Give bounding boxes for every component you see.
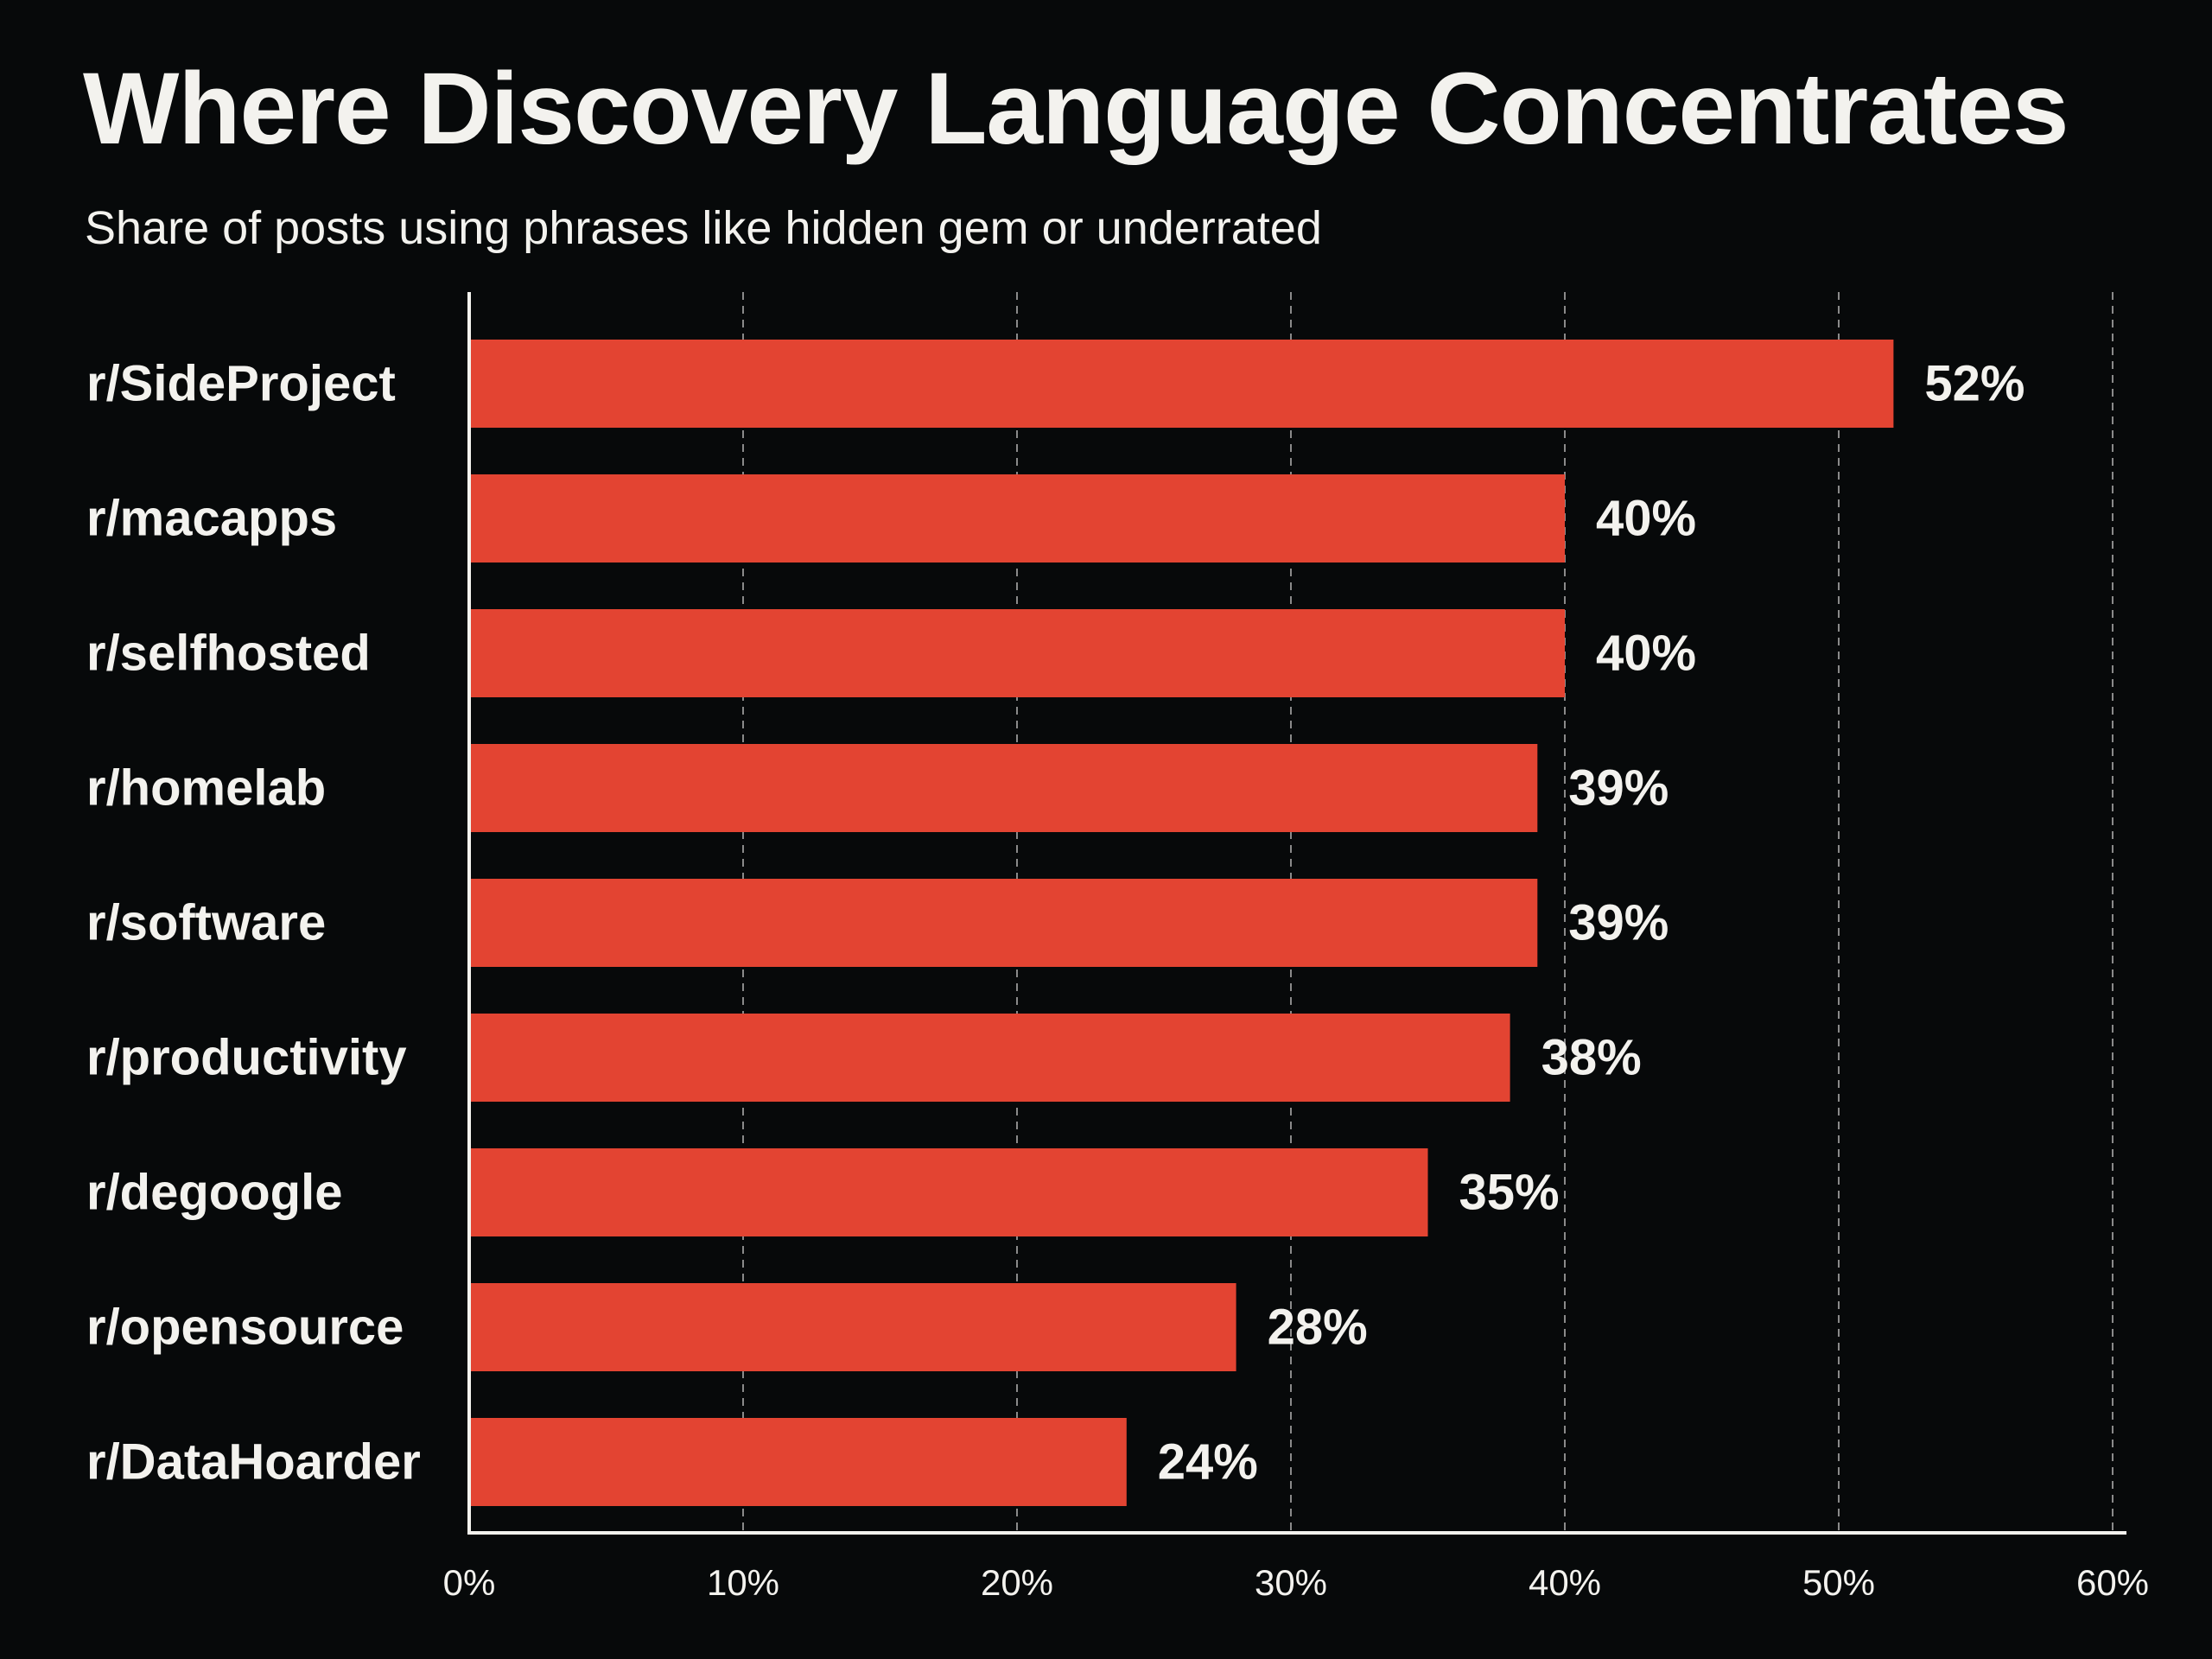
bar-r-degoogle — [469, 1148, 1428, 1236]
category-label: r/SideProject — [86, 356, 396, 412]
value-label: 38% — [1541, 1030, 1642, 1086]
x-tick-label: 60% — [2076, 1562, 2149, 1603]
bars — [469, 340, 1894, 1506]
category-label: r/software — [86, 895, 326, 951]
bar-r-sideproject — [469, 340, 1894, 428]
bar-r-homelab — [469, 744, 1538, 832]
category-label: r/selfhosted — [86, 626, 371, 682]
chart-subtitle: Share of posts using phrases like hidden… — [85, 202, 1322, 254]
bar-r-productivity — [469, 1014, 1510, 1102]
value-label: 40% — [1596, 491, 1696, 547]
category-label: r/DataHoarder — [86, 1434, 421, 1491]
value-label: 40% — [1596, 626, 1696, 682]
bar-r-datahoarder — [469, 1418, 1127, 1506]
x-tick-label: 20% — [981, 1562, 1053, 1603]
value-label: 24% — [1158, 1434, 1258, 1491]
bar-r-opensource — [469, 1283, 1236, 1371]
value-label: 28% — [1268, 1300, 1368, 1356]
labels: 0% 10% 20% 30% 40% 50% 60% r/SideProject 52% r/ma… — [86, 356, 2149, 1604]
category-label: r/opensource — [86, 1300, 404, 1356]
x-tick-label: 0% — [443, 1562, 496, 1603]
bar-r-selfhosted — [469, 609, 1565, 697]
axes — [467, 292, 2126, 1535]
chart-title: Where Discovery Language Concentrates — [83, 52, 2069, 166]
x-tick-label: 10% — [707, 1562, 779, 1603]
value-label: 39% — [1568, 895, 1669, 951]
bar-r-software — [469, 879, 1538, 967]
category-label: r/homelab — [86, 760, 326, 817]
value-label: 52% — [1924, 356, 2024, 412]
category-label: r/macapps — [86, 491, 337, 547]
category-label: r/productivity — [86, 1030, 407, 1086]
value-label: 39% — [1568, 760, 1669, 817]
bar-r-macapps — [469, 474, 1565, 563]
category-label: r/degoogle — [86, 1165, 342, 1221]
x-tick-label: 30% — [1255, 1562, 1327, 1603]
x-tick-label: 40% — [1529, 1562, 1601, 1603]
x-tick-label: 50% — [1802, 1562, 1875, 1603]
value-label: 35% — [1459, 1165, 1560, 1221]
